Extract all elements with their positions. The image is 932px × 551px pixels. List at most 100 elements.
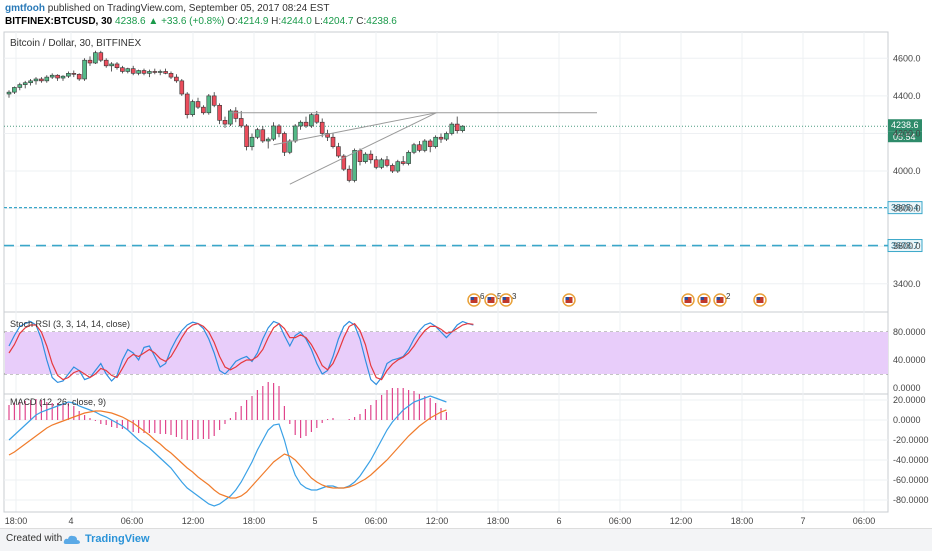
x-tick-label: 12:00 [182,516,205,526]
macd-tick-label: -80.0000 [893,495,929,505]
candle-body [438,136,444,140]
candle-body [373,159,379,168]
candle-body [454,123,460,131]
created-with-label: Created with [6,533,63,544]
candle-body [195,101,201,108]
stoch-band-fill [5,332,888,374]
macd-tick-label: -40.0000 [893,455,929,465]
level-tag [887,201,923,215]
candle-body [49,74,55,78]
candle-body [141,70,147,74]
candle-body [179,80,185,95]
candle-body [44,76,50,82]
candle-body [400,161,406,164]
x-tick-label: 4 [68,516,73,526]
chart-canvas[interactable]: 3805.4 3603.7 4238.6 05:54 6 5 3 2 18:00 4 06:00… [0,28,932,528]
axes: 18:00 4 06:00 12:00 18:00 5 06:00 12:00 18:00 6 06… [4,53,929,526]
macd-title: MACD (12, 26, close, 9) [10,397,106,407]
price-change: +33.6 (+0.8%) [161,16,225,27]
event-count-label: 6 [480,292,485,301]
publish-line: gmtfooh published on TradingView.com, Se… [5,3,329,14]
countdown-tag [888,131,922,143]
candle-body [271,125,276,140]
candle-body [346,168,352,181]
macd-lines [8,382,447,507]
candle-body [303,121,309,127]
author-name[interactable]: gmtfooh [5,3,45,14]
last-price-tag [888,119,922,132]
price-tick-label: 3600.0 [893,241,921,251]
grid-lines [4,32,888,512]
tradingview-brand[interactable]: TradingView [85,533,150,545]
candle-body [255,129,260,138]
candle-body [228,110,233,125]
candle-body [395,161,401,172]
candle-body [276,125,282,134]
x-tick-label: 12:00 [426,516,449,526]
event-flag-canton [487,297,491,300]
price-tick-label: 3800.0 [893,204,921,214]
candle-body [109,63,114,67]
candle-body [298,121,303,127]
price-tick-label: 4200.0 [893,128,921,138]
candle-body [17,84,23,88]
open-value: 4214.9 [237,16,269,27]
macd-tick-label: -20.0000 [893,435,929,445]
trend-drawings [230,112,597,185]
candle-body [287,140,293,153]
candle-body [82,59,87,80]
candle-body [60,75,66,79]
candle-body [152,71,158,73]
event-flag-canton [684,297,688,300]
candle-body [130,68,136,74]
candle-body [309,114,314,127]
candle-body [211,95,217,106]
symbol-line: BITFINEX:BTCUSD, 30 4238.6 ▲ +33.6 (+0.8… [5,16,397,27]
candle-body [233,110,239,119]
x-tick-label: 06:00 [121,516,144,526]
stoch-lines [8,320,474,386]
macd-tick-label: 0.0000 [893,415,921,425]
candle-body [319,121,325,134]
candle-body [93,52,98,64]
candle-body [341,155,347,170]
x-tick-label: 5 [312,516,317,526]
macd-pane-frame [3,393,889,513]
close-value: 4238.6 [366,16,397,27]
candle-body [379,159,384,168]
candle-body [120,67,125,72]
candle-body [66,73,71,77]
candle-body [6,91,12,95]
candle-body [114,63,120,69]
price-tick-label: 4600.0 [893,53,921,63]
high-label: H: [271,16,282,27]
candle-body [417,144,422,151]
high-value: 4244.0 [281,16,312,27]
candle-body [292,125,298,142]
candle-body [125,68,131,72]
event-flag-canton [756,297,760,300]
stoch-tick-label: 0.0000 [893,383,921,393]
candle-body [449,123,455,134]
candle-body [368,153,374,161]
x-tick-label: 18:00 [487,516,510,526]
x-tick-label: 6 [556,516,561,526]
candle-body [460,125,465,131]
last-price-tag-label: 4238.6 [891,120,919,130]
x-tick-label: 12:00 [670,516,693,526]
stoch-tick-label: 40.0000 [893,355,926,365]
candle-body [174,76,179,82]
candle-body [238,118,244,127]
footer-bar: Created with TradingView [0,528,932,551]
candle-body [244,125,249,147]
candle-body [330,136,336,147]
candle-body [444,133,449,140]
price-tick-label: 4400.0 [893,91,921,101]
candle-body [411,144,417,153]
stoch-title: Stoch RSI (3, 3, 14, 14, close) [10,319,130,329]
event-flag-canton [470,297,474,300]
wedge-lower-line [289,112,437,185]
x-tick-label: 06:00 [609,516,632,526]
close-label: C: [356,16,367,27]
candle-body [384,159,390,166]
